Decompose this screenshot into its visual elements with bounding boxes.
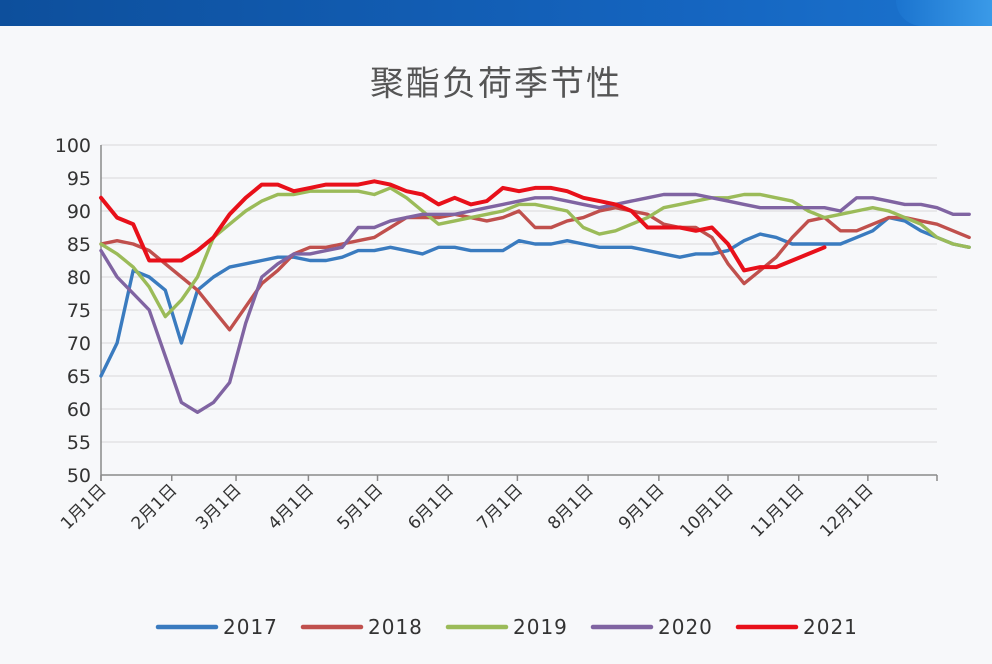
x-tick-label: 2月1日 xyxy=(128,480,181,533)
x-tick-label: 8月1日 xyxy=(544,480,597,533)
y-tick-label: 70 xyxy=(67,333,91,355)
y-tick-label: 80 xyxy=(67,267,91,289)
axes xyxy=(100,145,938,481)
y-tick-label: 95 xyxy=(67,168,91,190)
x-tick-label: 6月1日 xyxy=(404,480,457,533)
series-line-2018 xyxy=(99,205,971,332)
legend-label-2021: 2021 xyxy=(803,615,858,639)
series-lines xyxy=(99,179,971,414)
y-tick-label: 55 xyxy=(67,432,91,454)
legend-label-2019: 2019 xyxy=(513,615,568,639)
x-tick-label: 9月1日 xyxy=(615,480,668,533)
series-line-2019 xyxy=(99,186,971,319)
header-band-accent xyxy=(896,0,992,26)
y-tick-label: 65 xyxy=(67,366,91,388)
legend-label-2020: 2020 xyxy=(658,615,713,639)
legend: 2017 2018 2019 2020 2021 xyxy=(155,615,858,639)
legend-label-2017: 2017 xyxy=(223,615,278,639)
x-tick-label: 3月1日 xyxy=(192,480,245,533)
y-tick-label: 85 xyxy=(67,234,91,256)
x-tick-label: 10月1日 xyxy=(676,480,737,541)
x-axis-ticks: 1月1日 2月1日 3月1日 4月1日 5月1日 6月1日 7月1日 8月1日 9月1日 10月1… xyxy=(57,475,877,542)
header-band xyxy=(0,0,992,26)
x-tick-label: 4月1日 xyxy=(264,480,317,533)
x-tick-label: 7月1日 xyxy=(473,480,526,533)
series-line-2020 xyxy=(99,192,971,414)
y-tick-label: 75 xyxy=(67,300,91,322)
series-line-2017 xyxy=(99,215,971,378)
chart-title: 聚酯负荷季节性 xyxy=(370,64,622,104)
y-tick-label: 100 xyxy=(55,135,91,157)
y-axis-ticks: 50 55 60 65 70 75 80 85 90 95 100 xyxy=(55,135,91,487)
x-tick-label: 12月1日 xyxy=(816,480,877,541)
y-tick-label: 50 xyxy=(67,465,91,487)
x-tick-label: 11月1日 xyxy=(747,480,808,541)
series-line-2021 xyxy=(99,179,827,273)
y-tick-label: 60 xyxy=(67,399,91,421)
x-tick-label: 1月1日 xyxy=(57,480,110,533)
x-tick-label: 5月1日 xyxy=(334,480,387,533)
legend-label-2018: 2018 xyxy=(368,615,423,639)
y-tick-label: 90 xyxy=(67,201,91,223)
